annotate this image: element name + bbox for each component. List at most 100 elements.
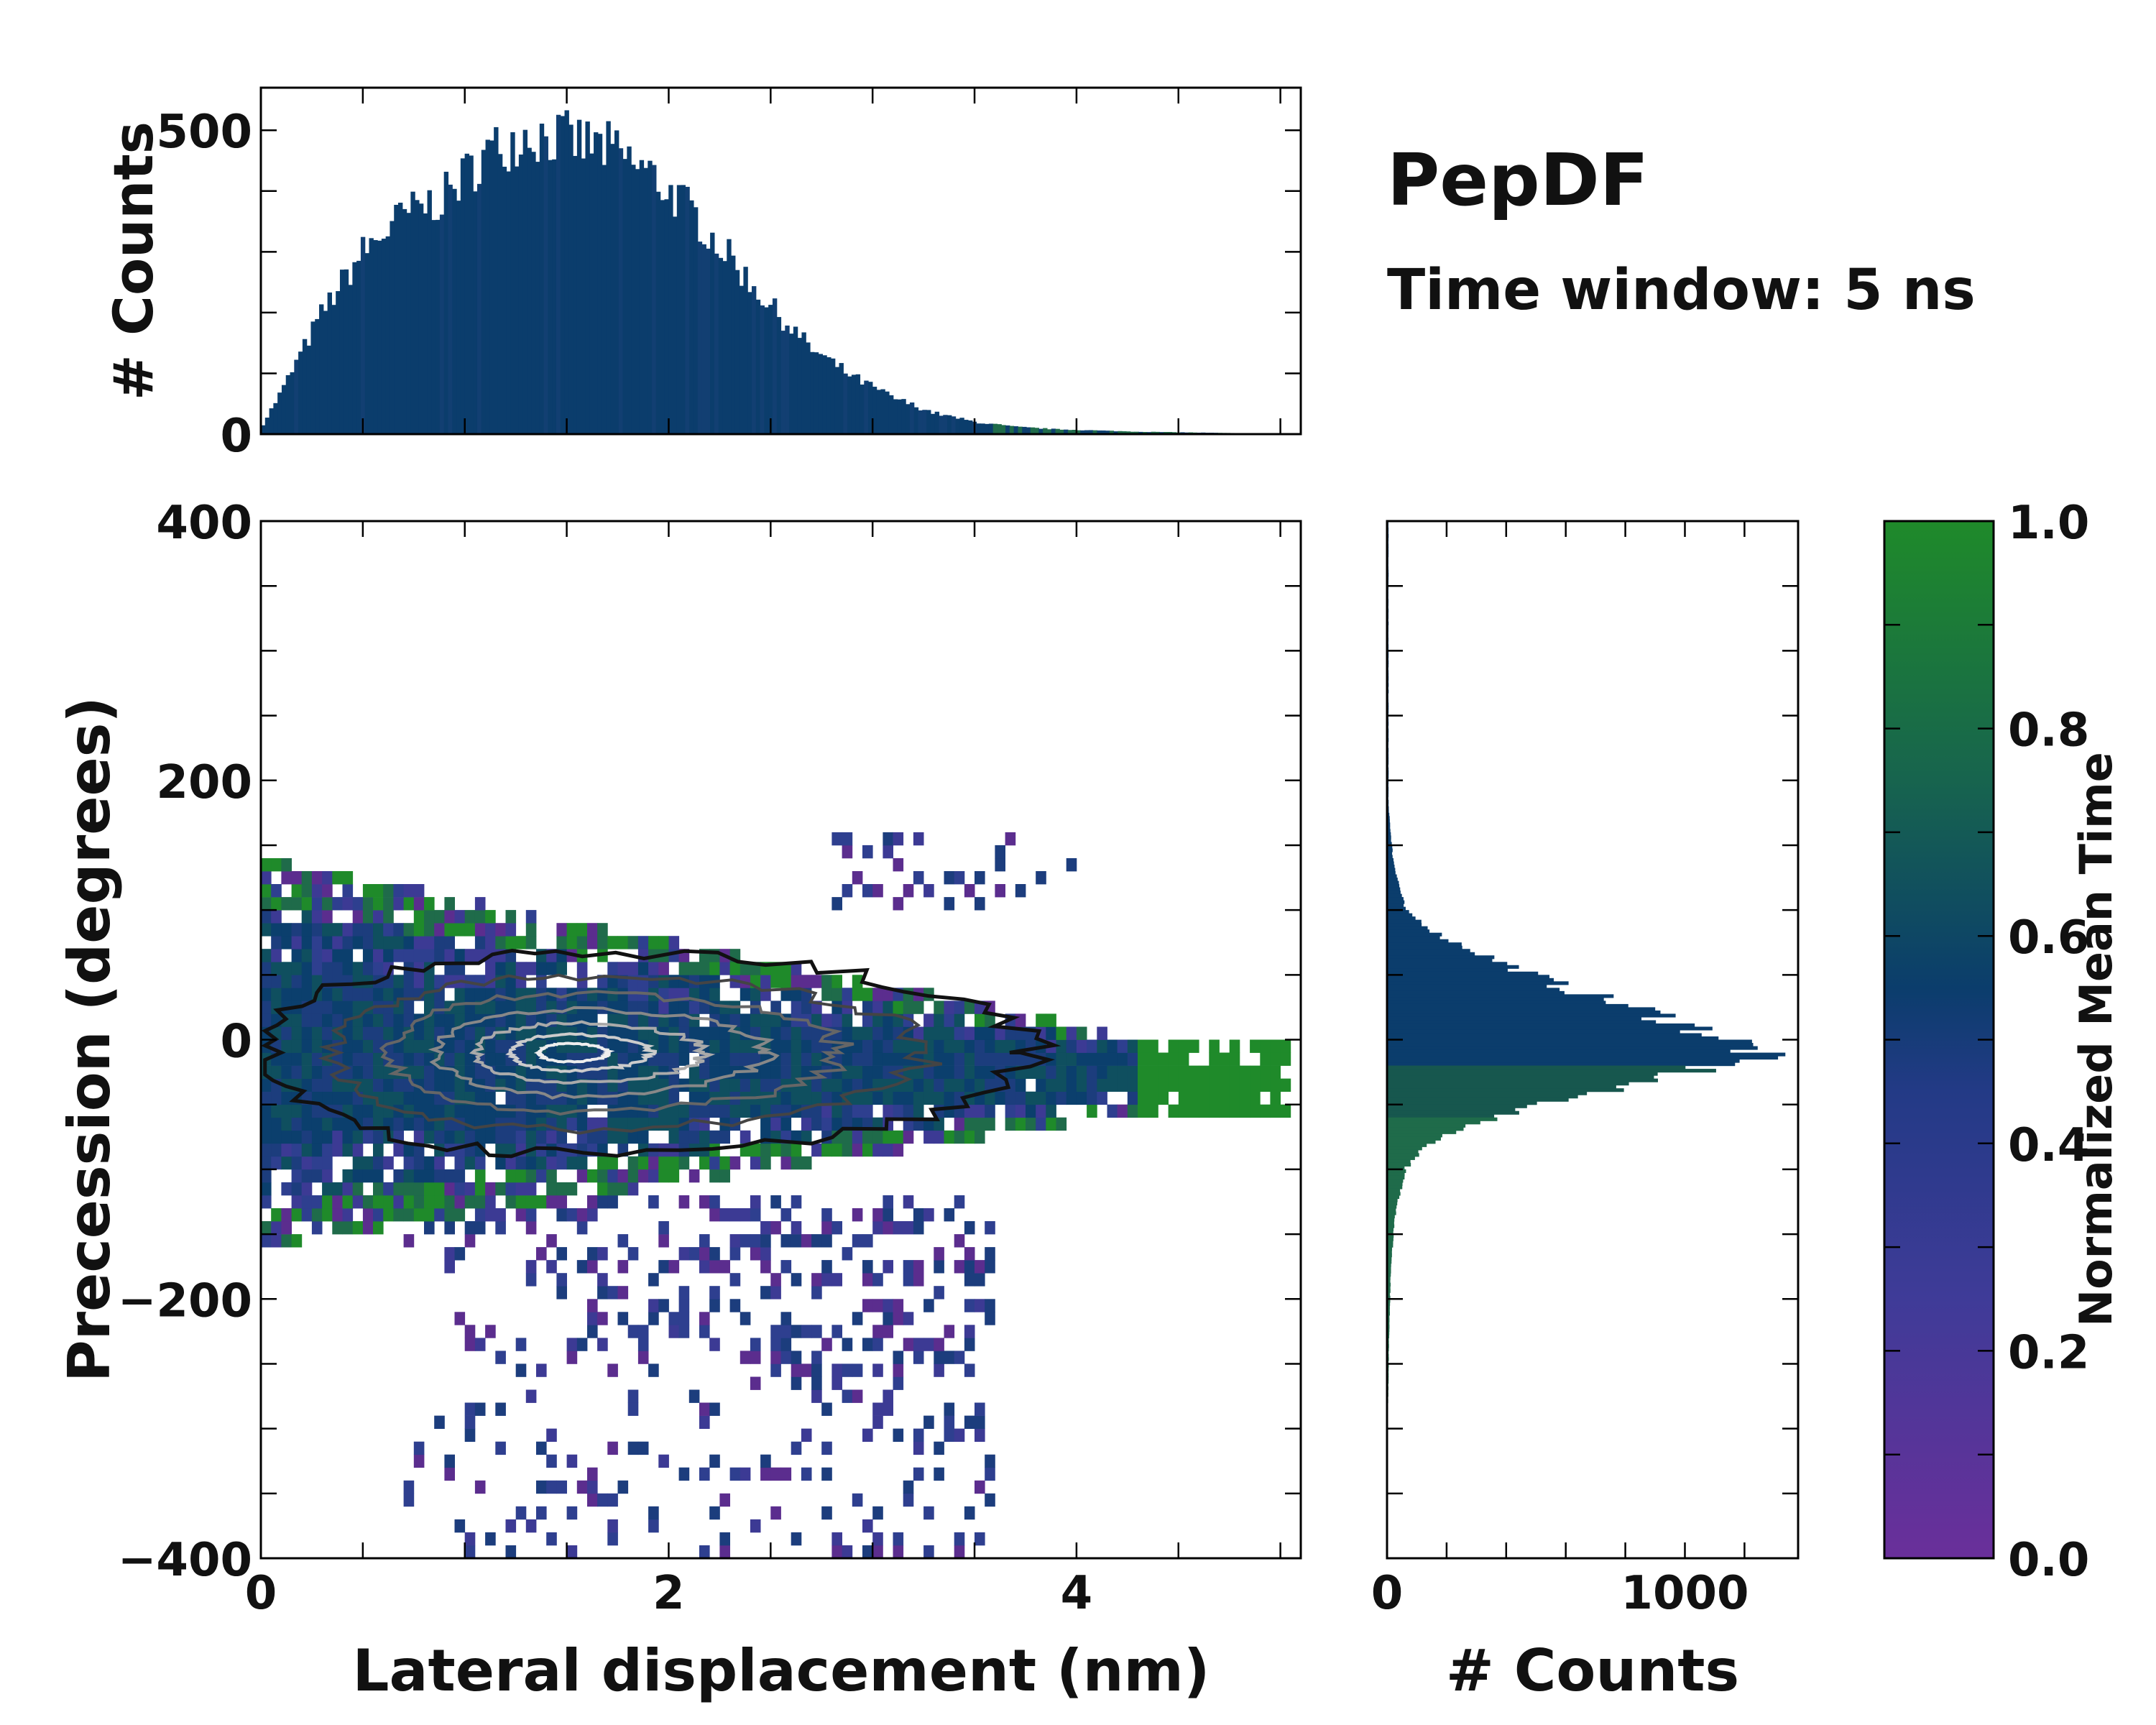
heatmap-cell (464, 1078, 476, 1092)
heatmap-cell (668, 1156, 680, 1170)
heatmap-cell (923, 1065, 934, 1079)
heatmap-cell (271, 1221, 282, 1235)
heatmap-cell (760, 1454, 771, 1468)
heatmap-cell (964, 1078, 975, 1092)
heatmap-cell (1250, 1039, 1261, 1053)
heatmap-cell (495, 1351, 506, 1364)
right-histogram-bar (1387, 1172, 1405, 1177)
right-histogram-bar (1387, 965, 1519, 969)
top-histogram-bar (506, 171, 511, 434)
heatmap-cell (729, 1078, 741, 1092)
heatmap-cell (261, 975, 272, 988)
heatmap-cell (964, 1052, 975, 1066)
top-histogram-bar (664, 199, 669, 434)
heatmap-cell (424, 1026, 435, 1040)
right-histogram-bar (1387, 1043, 1754, 1047)
heatmap-cell (474, 1169, 486, 1183)
top-histogram-bar (1009, 426, 1015, 434)
right-histogram-bar (1387, 1215, 1395, 1219)
right-histogram-bar (1387, 1211, 1396, 1215)
heatmap-cell (658, 1169, 669, 1183)
heatmap-cell (332, 1013, 343, 1027)
heatmap-cell (301, 1065, 313, 1079)
right-histogram-bar (1387, 900, 1405, 904)
right-histogram-bar (1387, 1166, 1405, 1170)
heatmap-cell (1148, 1065, 1158, 1079)
heatmap-cell (964, 1117, 975, 1131)
top-histogram-bar (460, 158, 466, 434)
heatmap-cell (811, 1351, 822, 1364)
heatmap-cell (617, 988, 629, 1001)
heatmap-cell (373, 1195, 384, 1209)
heatmap-cell (688, 1091, 700, 1105)
heatmap-cell (750, 1234, 761, 1248)
top-histogram-bar (597, 134, 603, 434)
right-histogram-bar (1387, 1308, 1390, 1312)
heatmap-cell (627, 1402, 639, 1416)
heatmap-cell (332, 871, 343, 885)
heatmap-cell (362, 936, 374, 949)
heatmap-cell (954, 1039, 965, 1053)
heatmap-cell (1270, 1039, 1281, 1053)
heatmap-cell (872, 1325, 883, 1338)
heatmap-cell (862, 1039, 873, 1053)
heatmap-cell (403, 1195, 415, 1209)
right-histogram-bar (1387, 893, 1402, 898)
heatmap-cell (617, 1169, 629, 1183)
heatmap-cell (444, 1117, 455, 1131)
heatmap-cell (587, 1195, 598, 1209)
heatmap-cell (1127, 1104, 1138, 1118)
heatmap-cell (1056, 1052, 1067, 1066)
heatmap-cell (658, 1454, 669, 1468)
top-histogram-bar (768, 305, 773, 434)
heatmap-cell (821, 1234, 832, 1248)
heatmap-cell (1127, 1078, 1138, 1092)
heatmap-cell (709, 1247, 720, 1261)
heatmap-cell (862, 1428, 873, 1442)
heatmap-cell (903, 884, 914, 898)
right-histogram-bar (1387, 1069, 1716, 1073)
heatmap-cell (281, 858, 292, 872)
top-histogram-bar (476, 183, 482, 435)
heatmap-cell (291, 1065, 303, 1079)
top-histogram-bar (673, 216, 678, 434)
top-histogram-ylabel: # Counts (101, 121, 165, 400)
heatmap-cell (362, 1013, 374, 1027)
heatmap-cell (893, 1091, 904, 1105)
heatmap-cell (627, 1325, 639, 1338)
heatmap-cell (791, 975, 802, 988)
heatmap-cell (801, 1467, 812, 1481)
heatmap-cell (383, 949, 394, 962)
heatmap-cell (648, 1013, 659, 1027)
heatmap-cell (627, 1130, 639, 1144)
top-histogram-bar (706, 248, 711, 434)
heatmap-cell (576, 962, 588, 975)
heatmap-cell (281, 1208, 292, 1222)
heatmap-cell (454, 949, 466, 962)
top-histogram-bar (548, 160, 553, 434)
heatmap-cell (383, 1065, 394, 1079)
heatmap-cell (1280, 1104, 1291, 1118)
heatmap-cell (291, 1039, 303, 1053)
heatmap-cell (454, 1052, 466, 1066)
heatmap-cell (975, 1299, 985, 1312)
heatmap-cell (791, 1221, 802, 1235)
heatmap-cell (332, 936, 343, 949)
heatmap-cell (322, 884, 333, 898)
heatmap-cell (934, 1467, 944, 1481)
heatmap-cell (1229, 1104, 1240, 1118)
heatmap-cell (862, 1130, 873, 1144)
heatmap-cell (271, 1143, 282, 1157)
heatmap-cell (831, 897, 842, 911)
heatmap-cell (474, 1338, 486, 1351)
heatmap-cell (637, 1338, 649, 1351)
heatmap-cell (760, 1221, 771, 1235)
heatmap-cell (413, 923, 425, 937)
heatmap-cell (780, 975, 792, 988)
top-histogram-bar (339, 270, 345, 434)
heatmap-cell (556, 936, 567, 949)
top-histogram-bar (976, 423, 981, 434)
top-histogram-bar (581, 158, 586, 434)
heatmap-cell (648, 1312, 659, 1325)
heatmap-cell (1117, 1078, 1128, 1092)
